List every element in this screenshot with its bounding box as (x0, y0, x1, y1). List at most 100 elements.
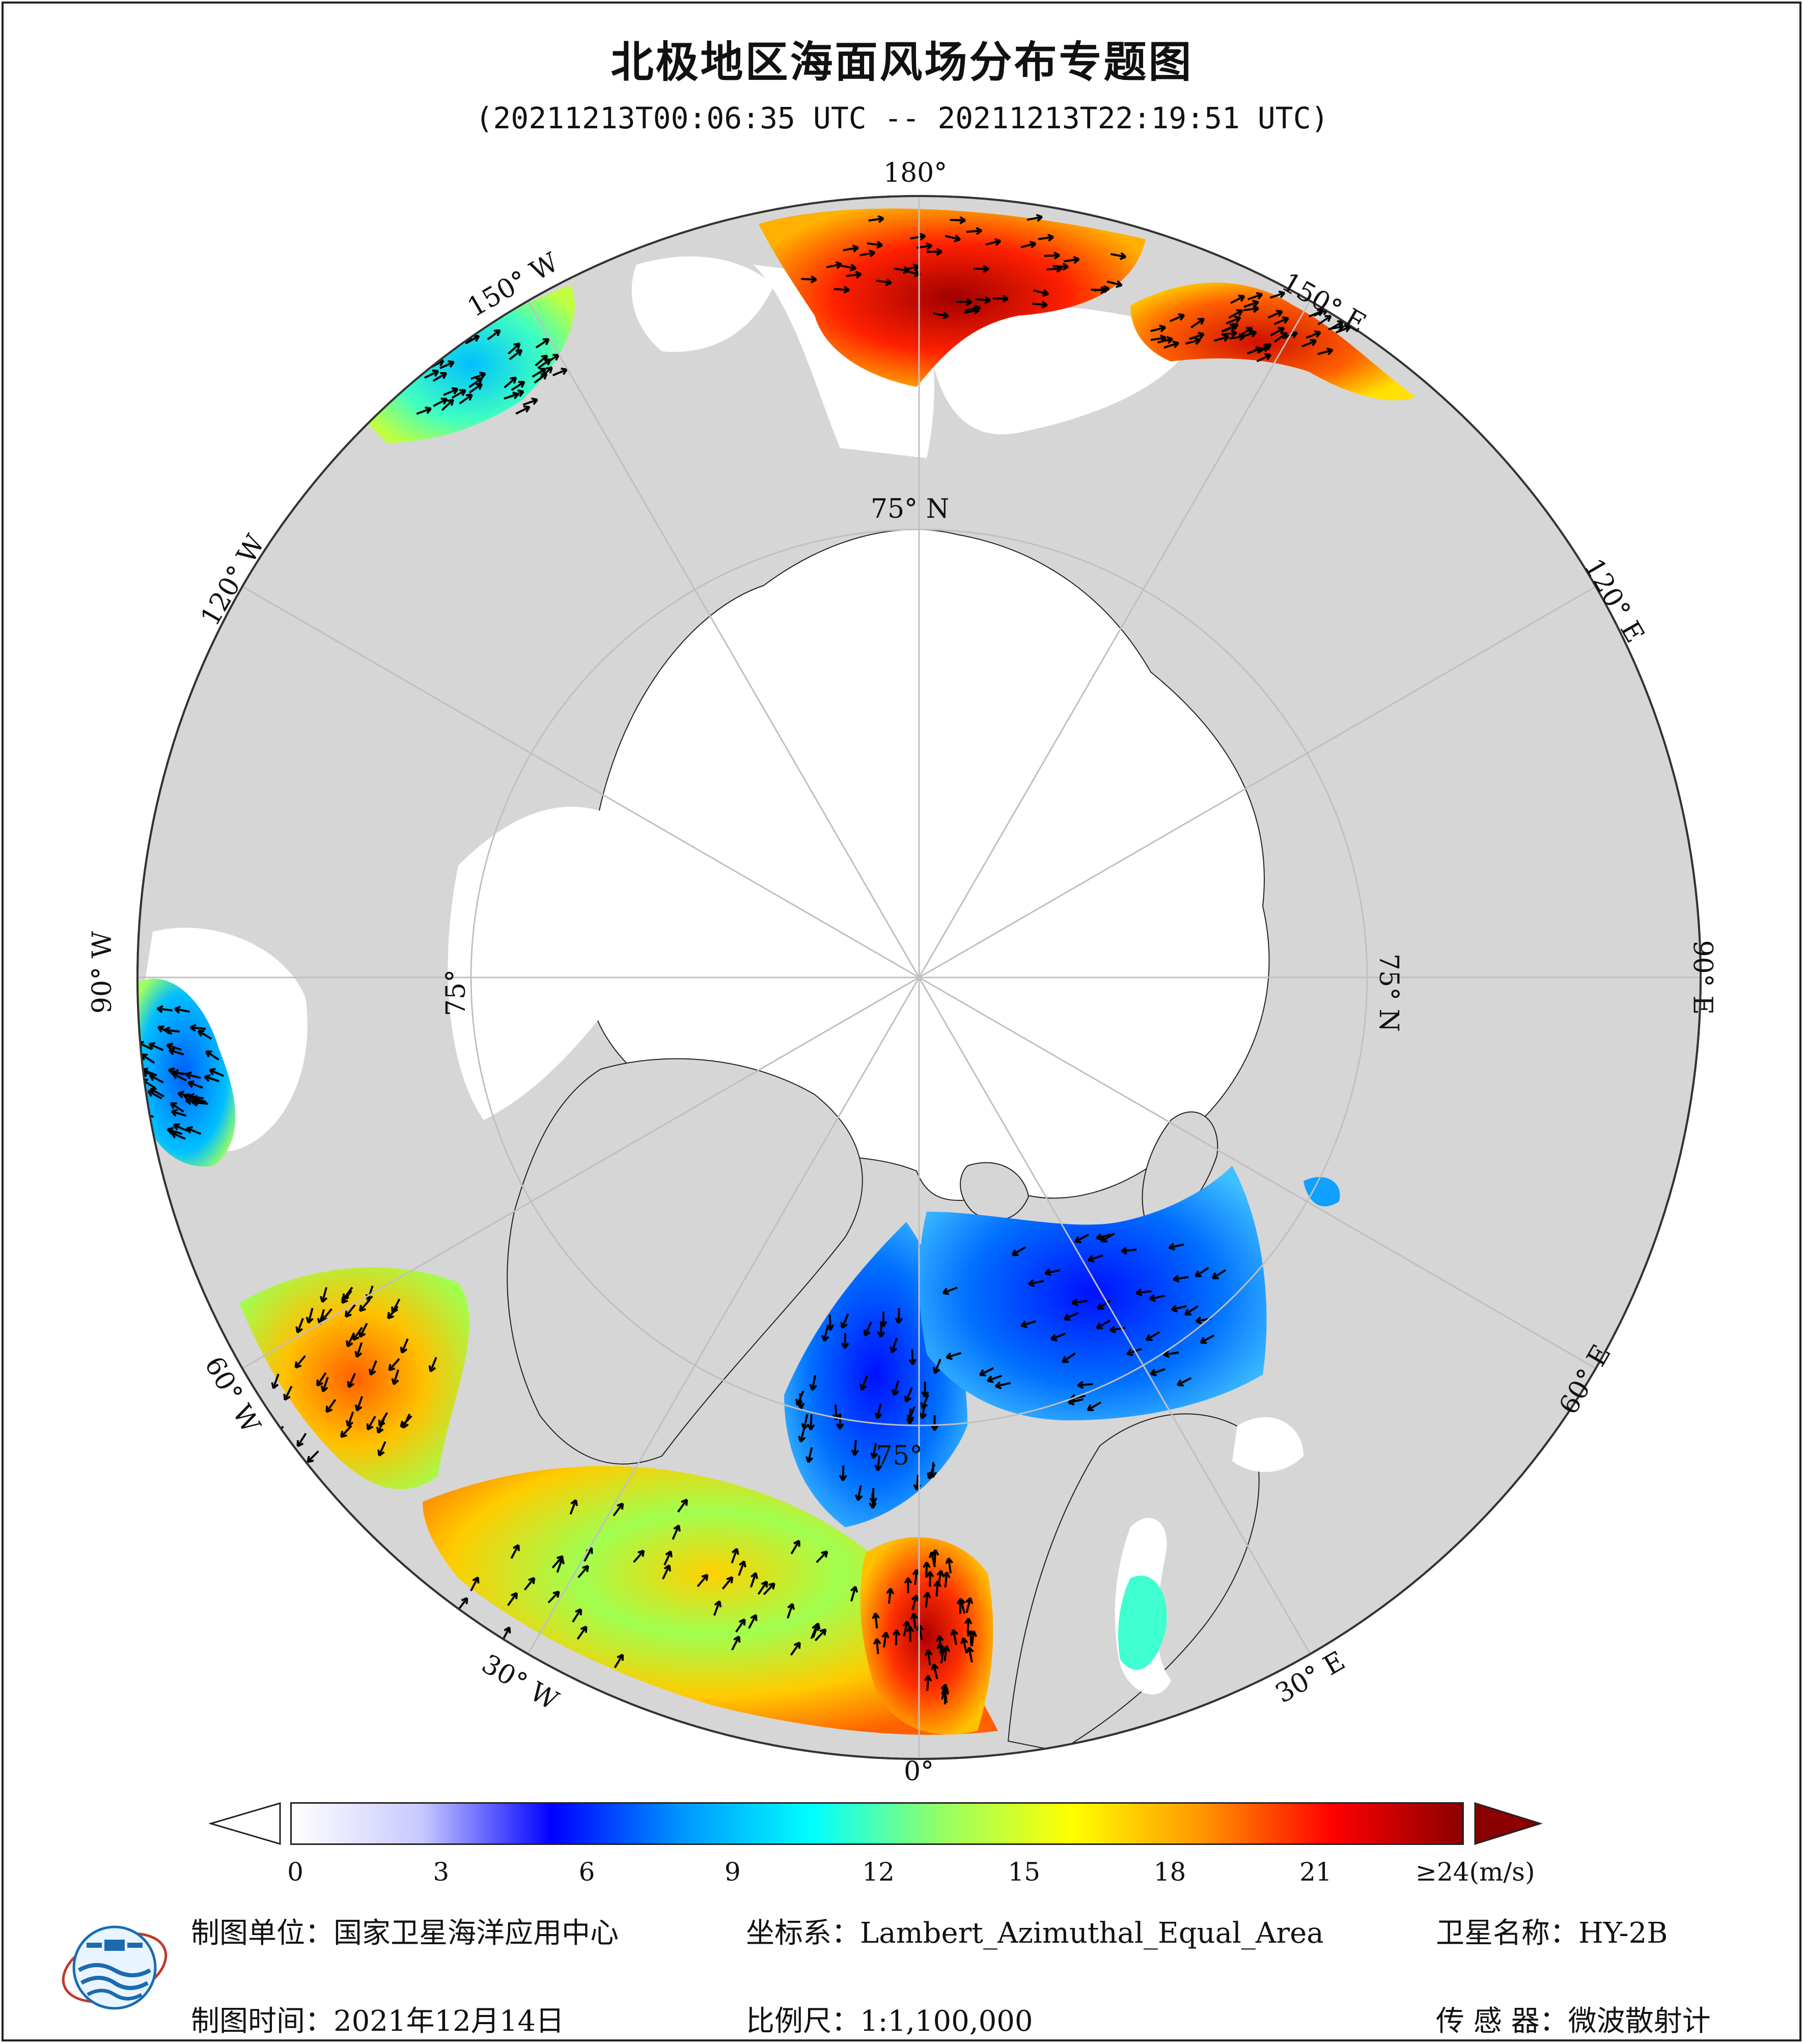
lat-label-left: 75° (441, 969, 472, 1017)
wind-arrow (1189, 331, 1205, 340)
wind-arrow (577, 1564, 590, 1579)
wind-arrow (170, 1102, 184, 1113)
wind-arrow (979, 1367, 994, 1377)
wind-field-norwegian-sea (860, 1537, 993, 1735)
wind-arrow (892, 1629, 901, 1645)
wind-arrow (805, 1447, 814, 1463)
wind-arrow (907, 1406, 915, 1422)
wind-arrow (1028, 1279, 1044, 1287)
wind-arrow (1211, 1269, 1227, 1279)
wind-arrow (881, 1632, 890, 1648)
wind-arrow (886, 1587, 895, 1604)
wind-arrow (1011, 1246, 1026, 1256)
wind-arrow (986, 1375, 1003, 1383)
wind-arrow (731, 1635, 741, 1651)
wind-arrow (1228, 309, 1243, 319)
nsoas-logo (62, 1925, 168, 2010)
polar-map (136, 195, 1702, 1760)
wind-arrow (487, 329, 501, 341)
wind-arrow (470, 1576, 480, 1591)
wind-arrow (868, 215, 884, 223)
wind-arrow (836, 1413, 844, 1430)
wind-arrow (879, 1311, 887, 1328)
colorbar-tick: 15 (1008, 1857, 1041, 1887)
wind-arrow (930, 1415, 939, 1431)
wind-arrow (677, 1498, 688, 1513)
wind-arrow (975, 296, 991, 304)
wind-arrow (1317, 347, 1334, 355)
wind-arrow (507, 1592, 518, 1606)
wind-arrow (1301, 339, 1317, 348)
wind-arrow (969, 1630, 978, 1647)
wind-arrow (209, 1068, 224, 1077)
wind-arrow (922, 1561, 931, 1578)
wind-field-north-atlantic (423, 1466, 998, 1735)
wind-arrow (697, 1574, 709, 1587)
wind-arrow (1052, 262, 1069, 271)
wind-arrow (204, 1074, 220, 1082)
wind-arrow (873, 1638, 881, 1655)
colorbar-tick: 6 (578, 1857, 595, 1887)
wind-arrow (1100, 1233, 1115, 1243)
wind-arrow (994, 1381, 1011, 1389)
wind-arrow (189, 1024, 206, 1032)
wind-arrow (1163, 1350, 1179, 1358)
wind-arrow (908, 1349, 917, 1365)
wind-arrow (1317, 315, 1332, 326)
wind-arrow (547, 1590, 560, 1604)
wind-arrow (841, 263, 857, 272)
wind-arrow (809, 1375, 817, 1391)
wind-arrow (283, 1386, 293, 1401)
wind-arrow (316, 1372, 327, 1387)
wind-arrow (872, 1612, 880, 1629)
alaska-coast-ice (631, 256, 774, 352)
wind-arrow (790, 1539, 800, 1555)
wind-arrow (890, 1337, 898, 1354)
colorbar-tick: 0 (287, 1857, 303, 1887)
wind-arrow (942, 1286, 958, 1295)
colorbar-right-arrow (1474, 1802, 1543, 1845)
wind-arrow (191, 1098, 208, 1107)
wind-arrow (320, 1377, 329, 1392)
wind-arrow (846, 270, 862, 279)
footer-sensor: 传 感 器：微波散射计 (1436, 2005, 1711, 2038)
wind-arrow (926, 1571, 934, 1587)
wind-arrow (1171, 1304, 1187, 1313)
wind-arrow (468, 383, 483, 394)
wind-field-barents (919, 1166, 1267, 1420)
wind-arrow (433, 338, 447, 351)
wind-arrow (1230, 294, 1245, 304)
wind-arrow (1270, 327, 1285, 337)
wind-arrow (424, 347, 437, 359)
wind-arrow (1200, 1334, 1215, 1344)
wind-arrow (354, 1342, 363, 1358)
wind-arrow (851, 1440, 859, 1456)
wind-arrow (342, 1286, 353, 1301)
wind-arrow (425, 330, 441, 339)
wind-field-bering (759, 208, 1146, 387)
wind-arrow (523, 1577, 536, 1591)
wind-arrow (731, 1548, 739, 1564)
wind-arrow (950, 216, 966, 225)
wind-arrow (1157, 336, 1174, 344)
wind-arrow (296, 1433, 307, 1447)
wind-arrow (834, 286, 850, 294)
wind-arrow (863, 1321, 872, 1337)
wind-arrow (1063, 1311, 1079, 1321)
wind-arrow (535, 354, 548, 367)
wind-arrow (928, 1551, 937, 1567)
wind-arrow (368, 1360, 377, 1376)
wind-field-gulf-of-alaska (367, 285, 575, 443)
wind-arrow (992, 294, 1009, 303)
lon-label-90w: 90° W (87, 931, 118, 1014)
wind-arrow (810, 1623, 819, 1639)
wind-arrow (931, 1663, 939, 1679)
wind-arrow (344, 1304, 356, 1318)
wind-arrow (1020, 240, 1037, 249)
wind-arrow (1121, 1246, 1137, 1255)
wind-arrow (400, 1338, 409, 1354)
white-sea (1232, 1417, 1303, 1472)
wind-arrow (910, 1613, 919, 1629)
wind-arrow (932, 1358, 941, 1375)
